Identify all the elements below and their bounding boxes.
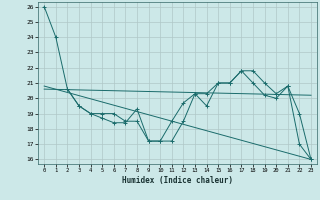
X-axis label: Humidex (Indice chaleur): Humidex (Indice chaleur) — [122, 176, 233, 185]
